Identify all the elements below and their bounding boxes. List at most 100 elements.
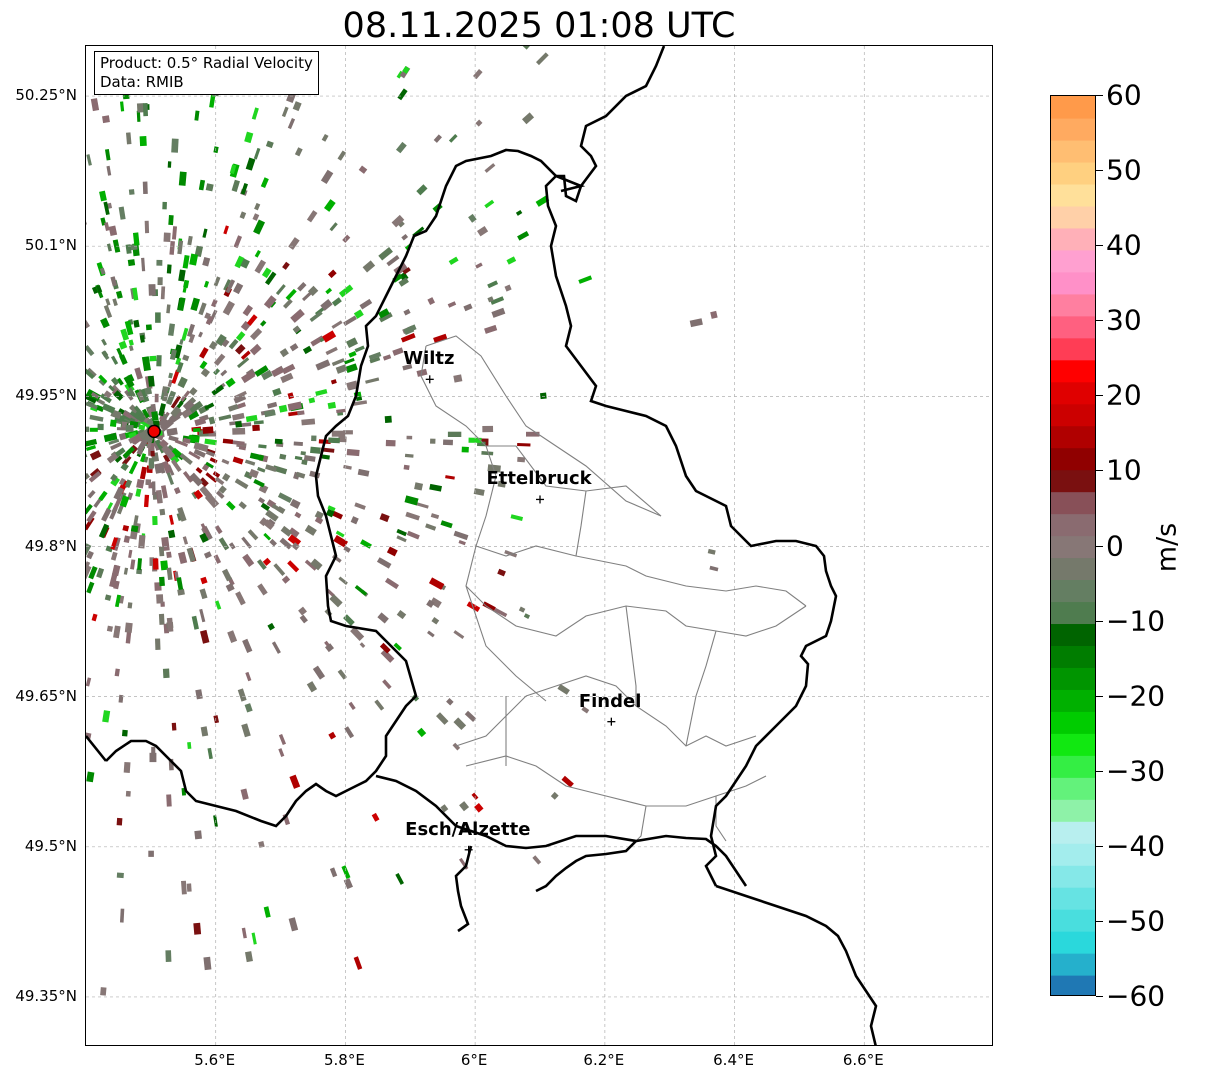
radar-echo-pixel xyxy=(425,523,437,531)
radar-echo-pixel xyxy=(118,694,124,703)
radar-echo-pixel xyxy=(205,461,214,469)
colorbar-tick-label: 20 xyxy=(1106,378,1142,412)
colorbar-segment xyxy=(1051,381,1095,405)
radar-echo-pixel xyxy=(114,594,121,608)
radar-echo-pixel xyxy=(429,597,442,609)
radar-echo-pixel xyxy=(403,464,410,471)
colorbar-segment xyxy=(1051,513,1095,537)
radar-echo-pixel xyxy=(506,256,517,265)
radar-echo-pixel xyxy=(328,731,337,740)
radar-echo-pixel xyxy=(145,479,152,486)
product-info-box: Product: 0.5° Radial Velocity Data: RMIB xyxy=(94,51,319,95)
radar-echo-pixel xyxy=(91,286,99,294)
radar-echo-pixel xyxy=(263,519,275,531)
radar-echo-pixel xyxy=(199,360,208,370)
radar-echo-pixel xyxy=(106,452,120,464)
lat-tick-label: 50.1°N xyxy=(24,236,77,255)
radar-echo-pixel xyxy=(487,280,499,289)
radar-echo-pixel xyxy=(172,226,178,240)
radar-echo-pixel xyxy=(188,450,201,460)
radar-echo-pixel xyxy=(325,508,335,518)
radar-echo-pixel xyxy=(204,438,217,446)
radar-echo-pixel xyxy=(271,641,281,654)
radar-echo-pixel xyxy=(194,110,200,121)
colorbar-segment xyxy=(1051,337,1095,361)
radar-echo-pixel xyxy=(445,475,455,480)
radar-echo-pixel xyxy=(443,439,453,446)
radar-echo-pixel xyxy=(140,453,147,463)
radar-echo-pixel xyxy=(299,614,308,624)
radar-echo-pixel xyxy=(86,154,92,166)
colorbar-segment xyxy=(1051,909,1095,932)
radar-echo-pixel xyxy=(365,377,380,384)
radar-echo-pixel xyxy=(265,509,279,522)
radar-echo-pixel xyxy=(225,500,236,511)
radar-echo-pixel xyxy=(345,363,358,374)
radar-echo-pixel xyxy=(241,370,256,384)
radar-echo-pixel xyxy=(235,591,246,606)
radar-echo-pixel xyxy=(251,932,257,945)
radar-echo-pixel xyxy=(348,351,357,358)
colorbar-segment xyxy=(1051,315,1095,339)
radar-echo-pixel xyxy=(168,215,174,226)
radar-echo-pixel xyxy=(348,701,356,710)
radar-echo-pixel xyxy=(293,441,303,447)
radar-echo-pixel xyxy=(260,177,269,188)
radar-echo-pixel xyxy=(302,345,313,355)
radar-echo-pixel xyxy=(252,424,260,432)
radar-echo-pixel xyxy=(237,688,247,702)
radar-echo-pixel xyxy=(459,801,470,812)
radar-echo-pixel xyxy=(199,588,208,600)
radar-echo-pixel xyxy=(116,427,127,431)
radar-echo-pixel xyxy=(249,343,262,356)
radar-echo-pixel xyxy=(116,505,124,515)
radar-echo-pixel xyxy=(141,408,150,419)
radar-echo-pixel xyxy=(110,476,120,487)
radar-echo-pixel xyxy=(374,699,385,711)
radar-echo-pixel xyxy=(353,309,364,319)
radar-echo-pixel xyxy=(264,409,276,418)
radar-echo-pixel xyxy=(494,607,508,618)
radar-echo-pixel xyxy=(346,448,360,457)
radar-echo-pixel xyxy=(335,530,345,538)
colorbar-tick-mark xyxy=(1096,470,1103,472)
radar-echo-pixel xyxy=(396,535,407,543)
radar-echo-pixel xyxy=(86,426,90,433)
radar-echo-pixel xyxy=(139,388,150,403)
radar-echo-pixel xyxy=(125,132,132,145)
radar-echo-pixel xyxy=(139,135,147,147)
radar-echo-pixel xyxy=(112,298,118,307)
radar-echo-pixel xyxy=(458,540,466,546)
radar-echo-pixel xyxy=(245,671,252,682)
radar-echo-pixel xyxy=(222,438,234,445)
radar-echo-pixel xyxy=(159,576,165,587)
radar-echo-pixel xyxy=(218,537,230,551)
radar-echo-pixel xyxy=(346,380,359,390)
radar-echo-pixel xyxy=(100,393,112,404)
radar-echo-pixel xyxy=(194,830,202,840)
radar-echo-pixel xyxy=(225,583,235,592)
radar-echo-pixel xyxy=(102,710,111,723)
radar-echo-pixel xyxy=(285,288,297,301)
radar-echo-pixel xyxy=(440,804,449,813)
radar-echo-pixel xyxy=(121,729,128,737)
radar-echo-pixel xyxy=(170,447,182,459)
radar-echo-pixel xyxy=(156,594,164,604)
radar-echo-pixel xyxy=(344,726,355,739)
radar-echo-pixel xyxy=(238,501,247,510)
radar-echo-pixel xyxy=(482,601,496,612)
radar-echo-pixel xyxy=(253,479,265,488)
radar-echo-pixel xyxy=(396,610,407,620)
colorbar-tick-label: 60 xyxy=(1106,78,1142,112)
radar-echo-pixel xyxy=(251,107,259,120)
colorbar-tick-mark xyxy=(1096,845,1103,847)
radar-echo-pixel xyxy=(504,550,518,558)
radar-echo-pixel xyxy=(517,443,531,447)
radar-echo-pixel xyxy=(86,367,97,378)
radar-echo-pixel xyxy=(279,348,289,358)
radar-echo-pixel xyxy=(130,433,143,445)
colorbar-segment xyxy=(1051,117,1095,141)
colorbar-segment xyxy=(1051,865,1095,888)
radar-echo-pixel xyxy=(134,367,143,380)
radar-echo-pixel xyxy=(302,292,312,302)
